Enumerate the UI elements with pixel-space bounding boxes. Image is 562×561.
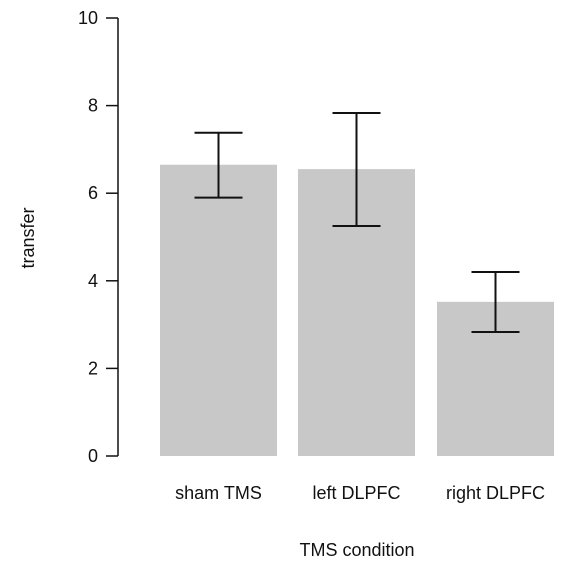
y-axis: 0 2 4 6 8 10 [78, 8, 119, 466]
bar-0 [160, 164, 277, 457]
x-axis-title: TMS condition [299, 540, 414, 560]
y-tick-label-2: 4 [88, 271, 98, 291]
x-tick-labels: sham TMS left DLPFC right DLPFC [175, 483, 545, 503]
x-tick-label-1: left DLPFC [312, 483, 400, 503]
y-axis-title: transfer [18, 207, 38, 268]
y-tick-label-0: 0 [88, 446, 98, 466]
error-bars-group [194, 112, 520, 334]
y-tick-label-5: 10 [78, 8, 98, 28]
x-tick-label-0: sham TMS [175, 483, 262, 503]
y-tick-label-1: 2 [88, 358, 98, 378]
x-tick-label-2: right DLPFC [446, 483, 545, 503]
y-tick-label-4: 8 [88, 96, 98, 116]
y-tick-label-3: 6 [88, 183, 98, 203]
